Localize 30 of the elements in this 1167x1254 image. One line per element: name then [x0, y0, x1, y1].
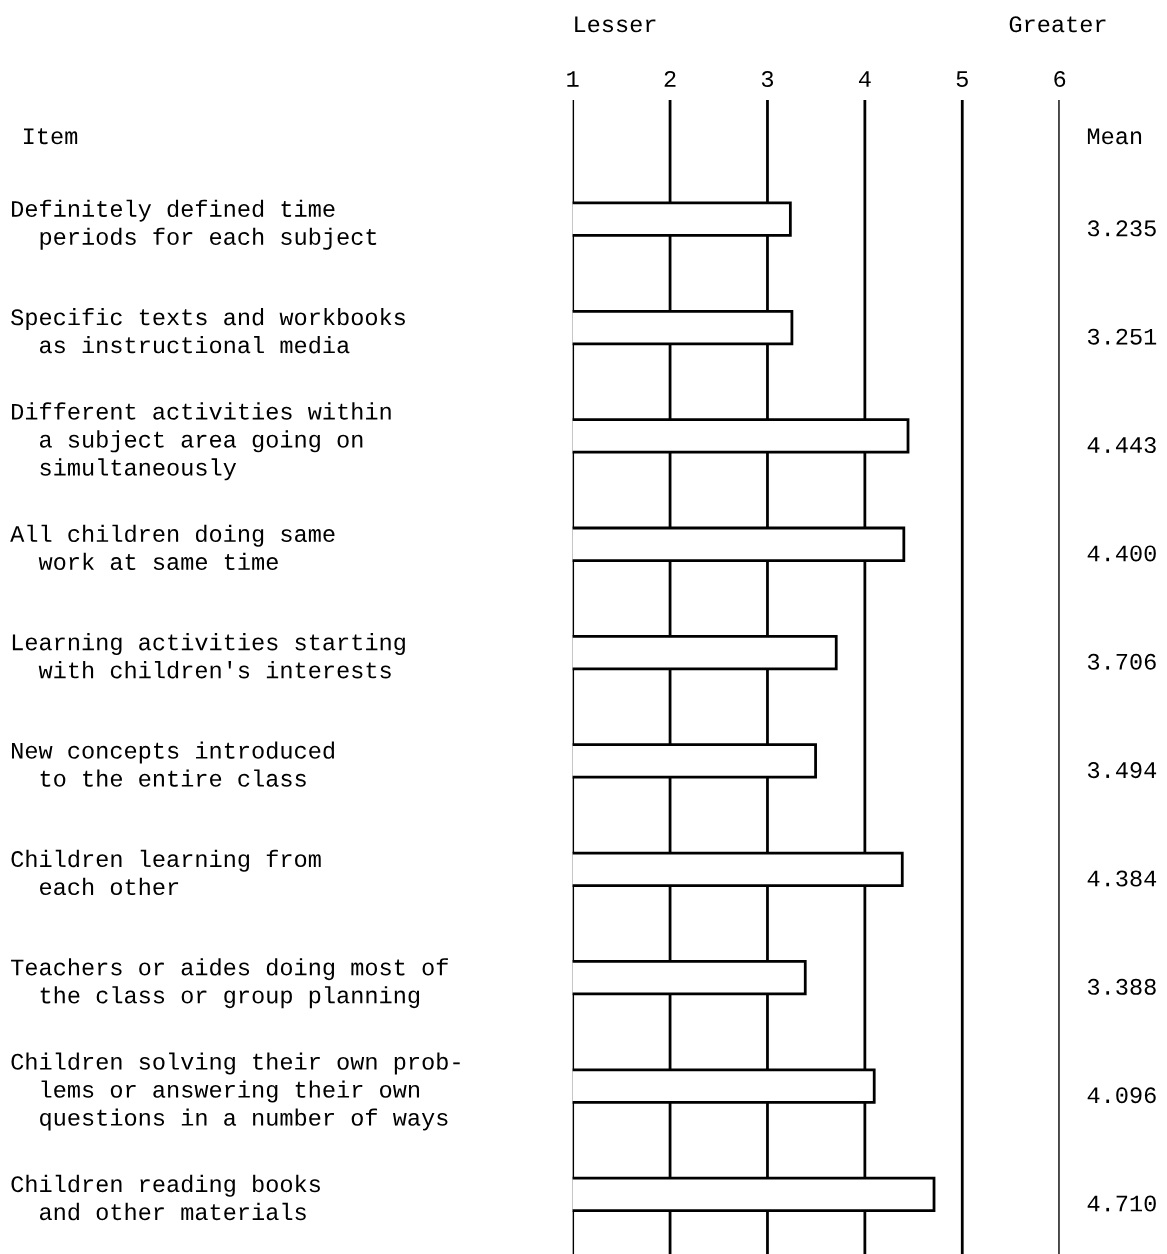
y-tick-label: Definitely defined time periods for each subject	[12, 199, 377, 250]
y-tick-label: Specific texts and workbooks as instructional media	[11, 307, 405, 354]
data-label: 4.400	[1087, 545, 1156, 562]
x-tick-label: 6	[1054, 70, 1066, 87]
data-label: 3.388	[1087, 978, 1156, 995]
text: Greater	[1009, 16, 1106, 33]
y-tick-label: Different activities within a subject area going on simultaneously	[12, 402, 391, 481]
y-tick-label: Children reading books and other materials	[11, 1174, 320, 1221]
text: Lesser	[575, 16, 656, 33]
x-tick-label: 1	[567, 71, 579, 87]
data-label: 3.251	[1087, 328, 1157, 345]
text: Mean	[1087, 128, 1142, 145]
x-tick-label: 4	[858, 71, 871, 87]
y-tick-label: New concepts introduced to the entire class	[12, 741, 334, 787]
y-tick-label: All children doing same work at same time	[10, 524, 335, 571]
x-tick-label: 5	[956, 71, 968, 87]
data-label: 3.235	[1087, 220, 1156, 237]
x-tick-label: 3	[761, 70, 774, 87]
y-tick-label: Learning activities starting with children's interests	[12, 633, 405, 679]
y-tick-label: Children solving their own prob- lems or answering their own questions in a number of ways	[11, 1052, 460, 1131]
y-axis-title: Item	[23, 128, 78, 145]
data-label: 4.443	[1087, 437, 1156, 454]
data-label: 4.710	[1087, 1195, 1156, 1212]
x-tick-label: 2	[664, 70, 676, 87]
data-label: 3.494	[1087, 762, 1157, 779]
data-label: 4.096	[1087, 1087, 1156, 1104]
data-label: 4.384	[1087, 870, 1157, 887]
data-label: 3.706	[1087, 653, 1156, 670]
y-tick-label: Children learning from each other	[11, 849, 321, 896]
y-tick-label: Teachers or aides doing most of the class or group planning	[11, 958, 448, 1009]
